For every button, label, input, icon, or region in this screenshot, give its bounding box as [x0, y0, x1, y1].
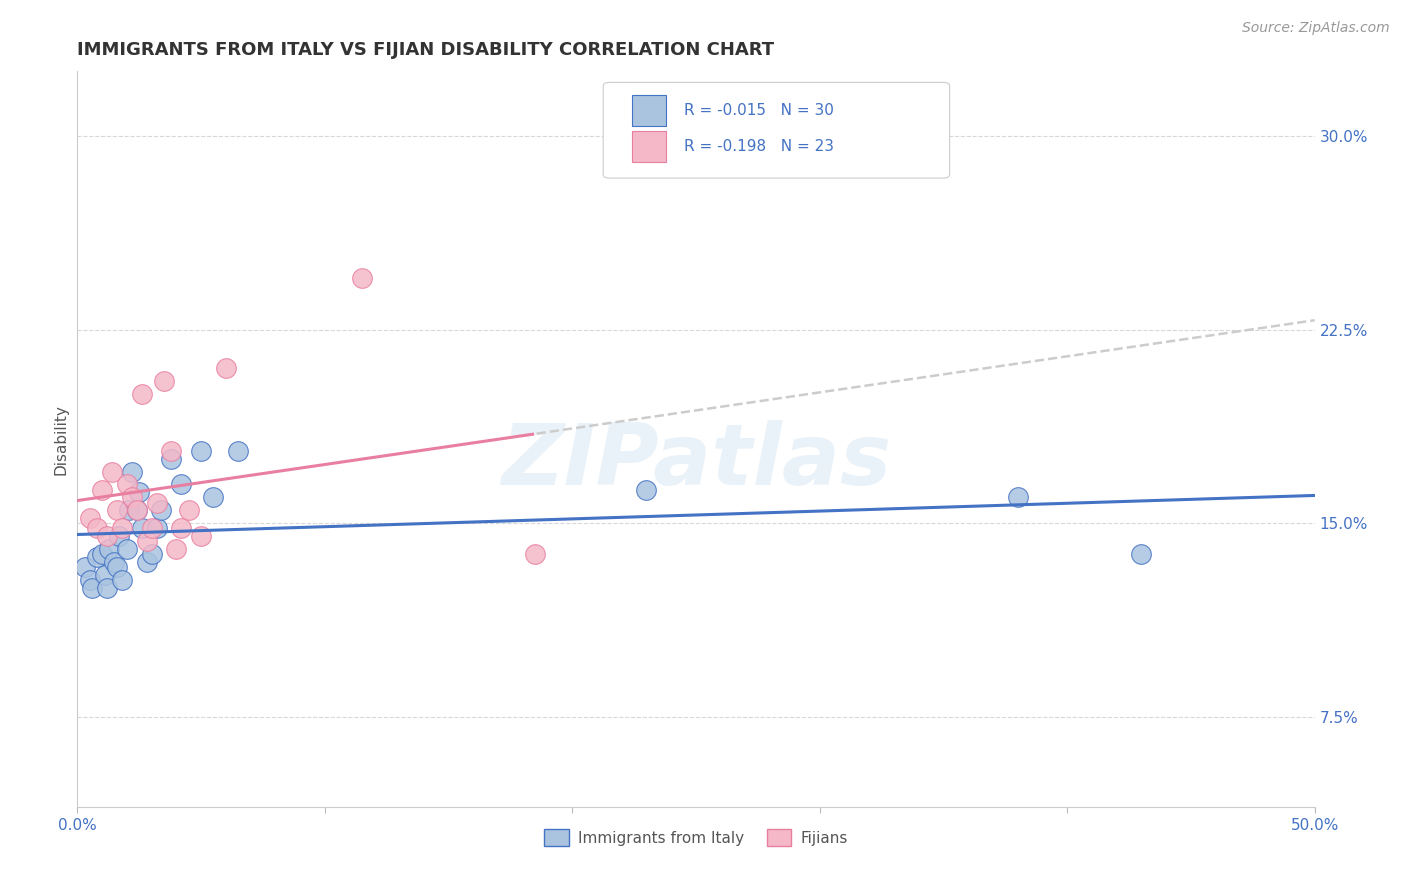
- Point: [153, 374, 176, 388]
- Point: [93, 567, 115, 582]
- Point: [145, 495, 167, 509]
- Point: [160, 451, 183, 466]
- FancyBboxPatch shape: [603, 82, 949, 178]
- Text: Source: ZipAtlas.com: Source: ZipAtlas.com: [1241, 21, 1389, 35]
- Point: [79, 573, 101, 587]
- Point: [96, 529, 118, 543]
- Point: [79, 511, 101, 525]
- Text: IMMIGRANTS FROM ITALY VS FIJIAN DISABILITY CORRELATION CHART: IMMIGRANTS FROM ITALY VS FIJIAN DISABILI…: [77, 41, 775, 59]
- Point: [82, 581, 104, 595]
- Point: [121, 491, 143, 505]
- Point: [150, 503, 173, 517]
- Point: [111, 573, 134, 587]
- Point: [91, 547, 114, 561]
- Point: [190, 444, 212, 458]
- Point: [170, 477, 193, 491]
- Point: [350, 271, 373, 285]
- Point: [73, 560, 96, 574]
- Point: [118, 503, 141, 517]
- Point: [145, 521, 167, 535]
- Point: [160, 444, 183, 458]
- Point: [101, 465, 124, 479]
- Point: [91, 483, 114, 497]
- Point: [125, 503, 148, 517]
- FancyBboxPatch shape: [631, 131, 666, 161]
- Point: [131, 387, 153, 401]
- Point: [86, 549, 108, 564]
- Y-axis label: Disability: Disability: [53, 404, 69, 475]
- Point: [177, 503, 200, 517]
- Point: [86, 521, 108, 535]
- Point: [636, 483, 658, 497]
- Point: [125, 503, 148, 517]
- Point: [105, 560, 128, 574]
- Point: [115, 542, 138, 557]
- Point: [111, 521, 134, 535]
- Point: [1130, 547, 1153, 561]
- Point: [215, 361, 238, 376]
- Point: [190, 529, 212, 543]
- Point: [1007, 491, 1029, 505]
- Point: [165, 542, 187, 557]
- Point: [202, 491, 225, 505]
- Text: ZIPatlas: ZIPatlas: [501, 420, 891, 503]
- Point: [135, 555, 157, 569]
- Point: [103, 555, 125, 569]
- Point: [105, 503, 128, 517]
- Point: [141, 521, 163, 535]
- Point: [135, 534, 157, 549]
- Point: [131, 521, 153, 535]
- Point: [98, 542, 121, 557]
- Point: [170, 521, 193, 535]
- Point: [115, 477, 138, 491]
- Legend: Immigrants from Italy, Fijians: Immigrants from Italy, Fijians: [538, 822, 853, 853]
- Point: [128, 485, 150, 500]
- Point: [226, 444, 249, 458]
- FancyBboxPatch shape: [631, 95, 666, 126]
- Point: [524, 547, 547, 561]
- Point: [96, 581, 118, 595]
- Point: [141, 547, 163, 561]
- Text: R = -0.198   N = 23: R = -0.198 N = 23: [683, 139, 834, 154]
- Point: [121, 465, 143, 479]
- Text: R = -0.015   N = 30: R = -0.015 N = 30: [683, 103, 834, 118]
- Point: [108, 529, 131, 543]
